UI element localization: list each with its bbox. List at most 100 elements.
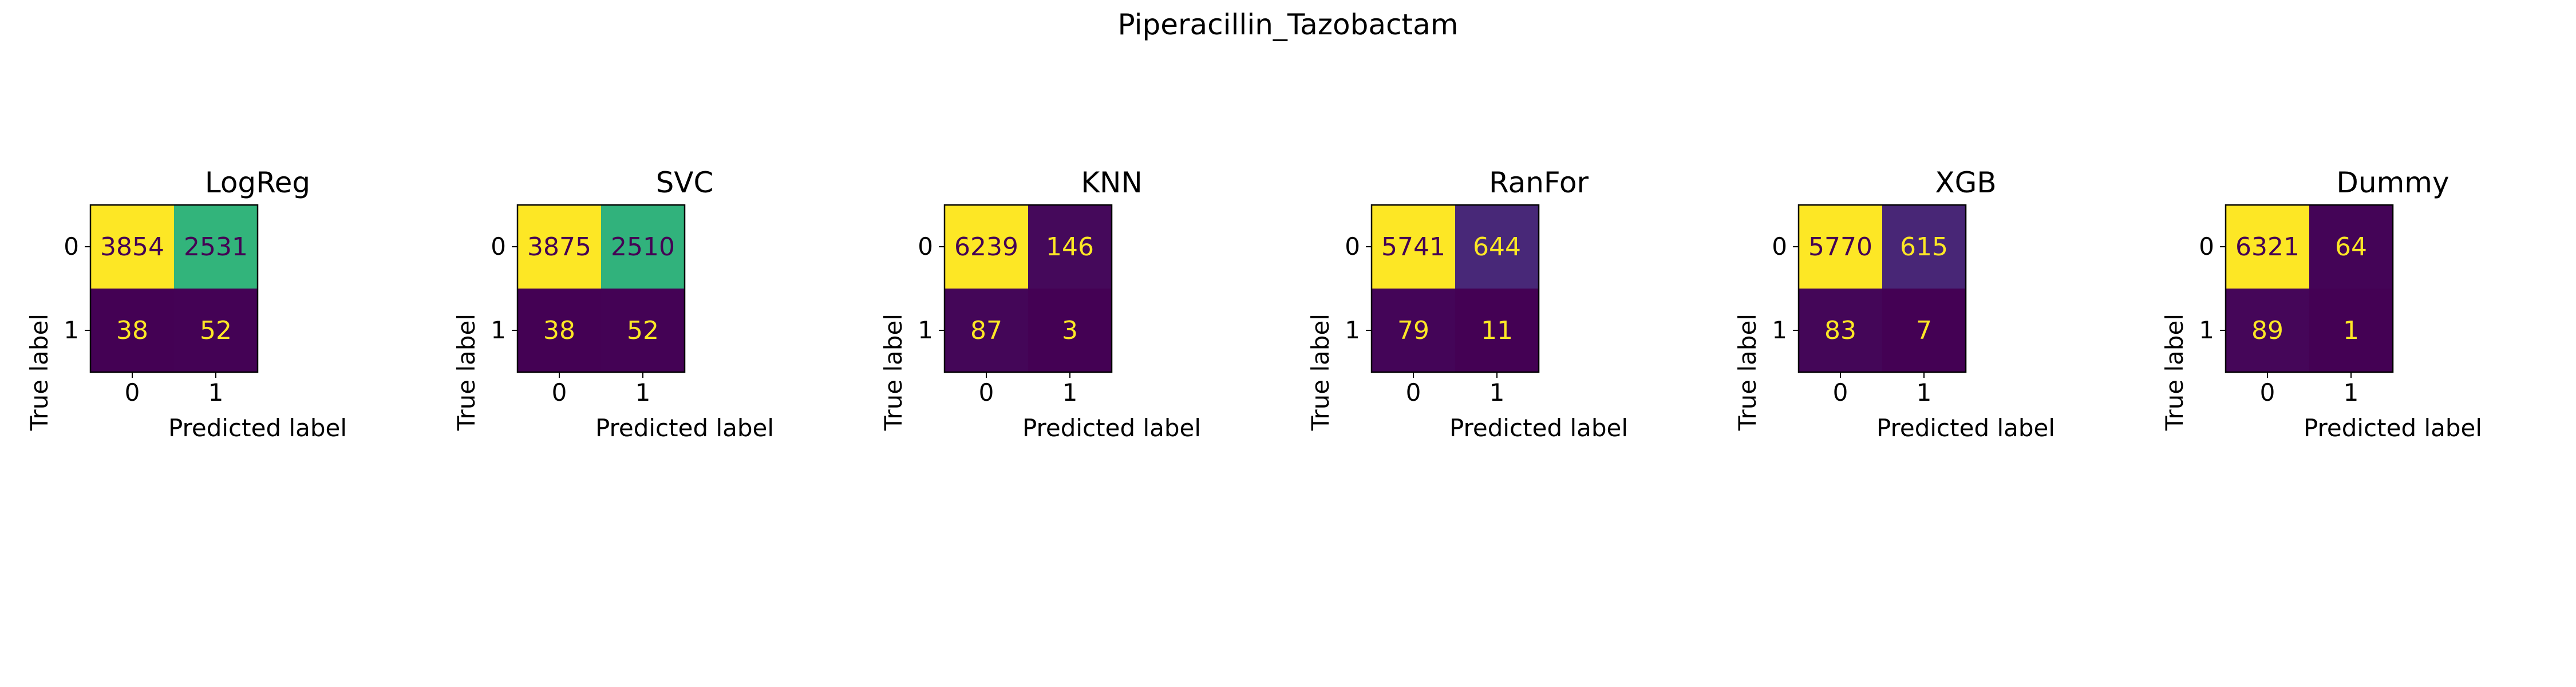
cell-value-0-1: 644: [1473, 232, 1521, 262]
cell-value-1-1: 3: [1062, 316, 1078, 345]
y-axis-label: True label: [879, 314, 907, 431]
y-tick-label: 1: [918, 316, 933, 344]
y-tick-label: 0: [2199, 232, 2214, 260]
cell-0-0: [2226, 205, 2310, 289]
cell-0-1: [1455, 205, 1539, 289]
cell-value-0-0: 3875: [527, 232, 591, 262]
cell-value-0-0: 6321: [2235, 232, 2300, 262]
cell-value-0-1: 615: [1900, 232, 1948, 262]
cell-1-0: [517, 289, 602, 373]
panel-logreg: LogReg 3854 2531 38 52 0 1 0 1 Predicted label Tru…: [25, 166, 347, 442]
x-axis-label: Predicted label: [1876, 414, 2055, 442]
x-tick-label: 0: [552, 378, 567, 406]
x-tick-label: 0: [1833, 378, 1848, 406]
cell-value-1-0: 89: [2251, 316, 2283, 345]
panel-title: LogReg: [205, 166, 310, 199]
y-tick-label: 0: [1345, 232, 1360, 260]
panel-title: SVC: [656, 166, 714, 199]
cell-0-0: [945, 205, 1029, 289]
cell-value-0-0: 6239: [954, 232, 1018, 262]
cell-0-1: [1028, 205, 1112, 289]
cell-value-0-0: 5741: [1381, 232, 1445, 262]
cell-1-1: [601, 289, 685, 373]
cell-0-1: [174, 205, 258, 289]
y-tick-label: 1: [1772, 316, 1787, 344]
y-tick-label: 1: [2199, 316, 2214, 344]
cell-1-1: [1882, 289, 1966, 373]
y-tick-label: 0: [918, 232, 933, 260]
cell-value-0-1: 2510: [611, 232, 675, 262]
x-tick-label: 0: [125, 378, 140, 406]
x-axis-label: Predicted label: [2304, 414, 2482, 442]
axes-frame: [1797, 204, 1967, 373]
cell-value-0-0: 3854: [100, 232, 164, 262]
x-tick-label: 1: [1917, 378, 1932, 406]
x-tick-label: 1: [1062, 378, 1078, 406]
cell-1-1: [1028, 289, 1112, 373]
x-tick-label: 0: [979, 378, 994, 406]
cell-1-0: [90, 289, 175, 373]
cell-1-1: [2309, 289, 2393, 373]
panel-dummy: Dummy 6321 64 89 1 0 1 0 1 Predicted label True la…: [2160, 166, 2482, 442]
panel-svc: SVC 3875 2510 38 52 0 1 0 1 Predicted label True l…: [452, 166, 774, 442]
axes-frame: [89, 204, 259, 373]
cell-value-0-1: 146: [1046, 232, 1094, 262]
panel-knn: KNN 6239 146 87 3 0 1 0 1 Predicted label True lab…: [879, 166, 1201, 442]
cell-value-1-0: 87: [970, 316, 1002, 345]
cell-value-1-0: 38: [116, 316, 148, 345]
cell-1-1: [174, 289, 258, 373]
cell-value-1-0: 38: [543, 316, 575, 345]
x-tick-label: 1: [635, 378, 651, 406]
cell-value-0-1: 64: [2335, 232, 2367, 262]
figure-title: Piperacillin_Tazobactam: [1118, 8, 1459, 41]
y-tick-label: 1: [491, 316, 506, 344]
cell-1-0: [1372, 289, 1456, 373]
cell-value-0-1: 2531: [184, 232, 248, 262]
cell-0-1: [1882, 205, 1966, 289]
cell-value-1-1: 52: [627, 316, 659, 345]
cell-value-1-1: 7: [1916, 316, 1932, 345]
y-tick-label: 0: [491, 232, 506, 260]
cell-0-1: [2309, 205, 2393, 289]
y-tick-label: 1: [64, 316, 79, 344]
cell-value-1-0: 79: [1397, 316, 1429, 345]
axes-frame: [516, 204, 686, 373]
y-axis-label: True label: [1306, 314, 1334, 431]
cell-value-1-1: 52: [200, 316, 232, 345]
cell-1-0: [1799, 289, 1883, 373]
x-axis-label: Predicted label: [1449, 414, 1628, 442]
panel-title: Dummy: [2336, 166, 2449, 199]
panel-title: RanFor: [1489, 166, 1589, 199]
panel-title: KNN: [1081, 166, 1143, 199]
cell-0-0: [1372, 205, 1456, 289]
axes-frame: [2225, 204, 2394, 373]
x-tick-label: 0: [2260, 378, 2275, 406]
axes-frame: [1370, 204, 1540, 373]
x-tick-label: 1: [2344, 378, 2359, 406]
x-tick-label: 1: [1490, 378, 1505, 406]
x-axis-label: Predicted label: [1022, 414, 1201, 442]
y-axis-label: True label: [25, 314, 53, 431]
cell-1-1: [1455, 289, 1539, 373]
cell-value-1-1: 1: [2343, 316, 2359, 345]
panel-title: XGB: [1935, 166, 1996, 199]
cell-0-0: [1799, 205, 1883, 289]
y-tick-label: 1: [1345, 316, 1360, 344]
panel-ranfor: RanFor 5741 644 79 11 0 1 0 1 Predicted label True…: [1306, 166, 1628, 442]
x-tick-label: 0: [1406, 378, 1421, 406]
panel-xgb: XGB 5770 615 83 7 0 1 0 1 Predicted label True lab…: [1733, 166, 2055, 442]
axes-frame: [943, 204, 1113, 373]
y-tick-label: 0: [1772, 232, 1787, 260]
cell-value-1-0: 83: [1824, 316, 1856, 345]
x-tick-label: 1: [208, 378, 224, 406]
cell-1-0: [945, 289, 1029, 373]
panels: LogReg 3854 2531 38 52 0 1 0 1 Predicted label Tru…: [25, 166, 2482, 442]
y-axis-label: True label: [452, 314, 480, 431]
cell-value-1-1: 11: [1481, 316, 1513, 345]
cell-0-0: [90, 205, 175, 289]
y-tick-label: 0: [64, 232, 79, 260]
x-axis-label: Predicted label: [595, 414, 774, 442]
y-axis-label: True label: [2160, 314, 2188, 431]
y-axis-label: True label: [1733, 314, 1761, 431]
